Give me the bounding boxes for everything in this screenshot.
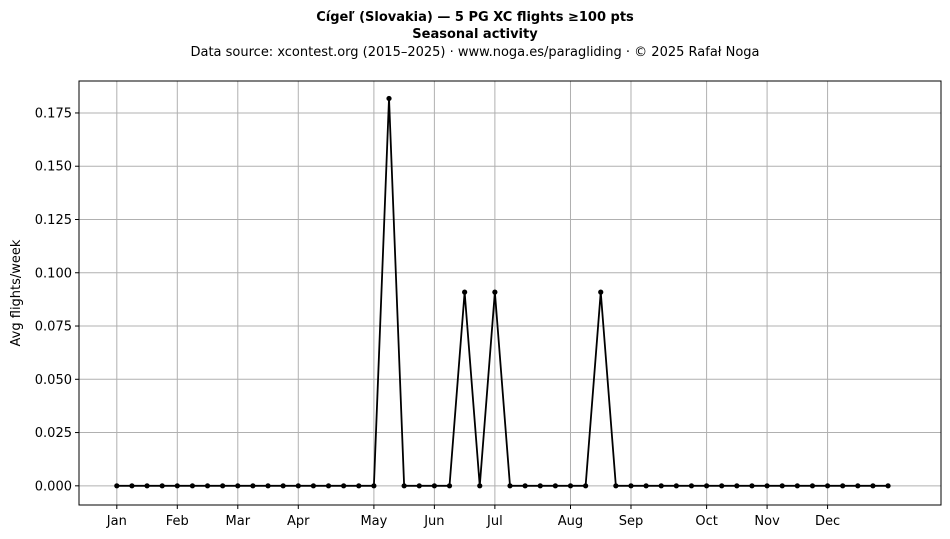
data-point — [809, 483, 816, 489]
x-tick-label: Apr — [287, 514, 310, 529]
data-point — [764, 483, 770, 489]
x-tick-label: Jan — [106, 514, 127, 529]
data-point — [265, 483, 271, 489]
data-point — [658, 483, 664, 489]
x-tick-label: Dec — [815, 514, 840, 529]
x-tick-label: Feb — [166, 514, 189, 529]
data-point — [552, 483, 558, 489]
y-tick-label: 0.025 — [35, 426, 72, 441]
plot-frame — [78, 80, 942, 506]
data-point — [885, 483, 891, 489]
series-line — [116, 98, 889, 487]
data-point — [446, 483, 453, 489]
data-point — [386, 95, 392, 102]
data-point — [250, 483, 256, 489]
data-point — [824, 483, 831, 489]
data-point — [144, 483, 150, 489]
data-point — [794, 483, 800, 489]
x-tick-label: Aug — [558, 514, 583, 529]
data-point — [235, 483, 241, 489]
grid — [79, 81, 941, 505]
data-point — [129, 483, 135, 489]
y-tick-label: 0.000 — [35, 479, 72, 494]
x-tick-label: Mar — [226, 514, 251, 529]
data-point — [114, 483, 120, 489]
data-point — [462, 289, 468, 295]
data-point — [325, 483, 332, 489]
data-point — [295, 483, 301, 489]
data-point — [401, 483, 407, 489]
x-tick-label: Nov — [754, 514, 780, 529]
y-axis-label: Avg flights/week — [9, 239, 24, 346]
data-point — [341, 483, 347, 489]
data-point — [703, 483, 710, 489]
y-tick-label: 0.150 — [35, 160, 72, 175]
data-point — [567, 483, 574, 489]
data-point — [159, 483, 165, 489]
x-tick-label: Oct — [695, 514, 717, 529]
data-point — [840, 483, 846, 489]
data-point — [492, 289, 498, 295]
chart-subtitle: Seasonal activity — [412, 27, 538, 42]
data-point — [310, 483, 317, 489]
data-point — [643, 483, 649, 489]
data-point — [613, 483, 619, 489]
x-tick-label: Jul — [486, 514, 503, 529]
axis-ticks: Jan Feb Mar Apr May Jun Jul Aug Sep Oct Nov Dec 0.00… — [35, 106, 840, 529]
y-tick-label: 0.125 — [35, 213, 72, 228]
data-point — [870, 483, 876, 489]
data-point — [673, 483, 679, 489]
data-point — [280, 483, 286, 489]
data-point — [749, 483, 755, 489]
x-tick-label: May — [360, 514, 387, 529]
data-point — [688, 483, 695, 489]
y-tick-label: 0.075 — [35, 320, 72, 335]
data-point — [356, 483, 362, 489]
chart-title: Cígeľ (Slovakia) — 5 PG XC flights ≥100 … — [316, 10, 634, 25]
data-point — [779, 483, 785, 489]
data-point — [507, 483, 513, 489]
data-point — [371, 483, 377, 489]
data-point — [719, 483, 725, 489]
data-source-note: Data source: xcontest.org (2015–2025) · … — [190, 45, 759, 60]
data-point — [583, 483, 589, 489]
data-point — [598, 289, 604, 295]
data-point — [477, 483, 483, 489]
x-tick-label: Jun — [423, 514, 444, 529]
data-point — [537, 483, 543, 489]
y-tick-label: 0.100 — [35, 266, 72, 281]
y-tick-label: 0.050 — [35, 373, 72, 388]
data-point — [220, 483, 226, 489]
x-tick-label: Sep — [619, 514, 644, 529]
data-point — [734, 483, 740, 489]
data-point — [431, 483, 437, 489]
data-point — [416, 483, 422, 489]
data-point — [628, 483, 634, 489]
data-point — [174, 483, 180, 489]
data-point — [189, 483, 196, 489]
data-point — [204, 483, 211, 489]
data-point — [855, 483, 861, 489]
series-layer — [114, 95, 891, 489]
y-tick-label: 0.175 — [35, 106, 72, 121]
data-point — [522, 483, 528, 489]
